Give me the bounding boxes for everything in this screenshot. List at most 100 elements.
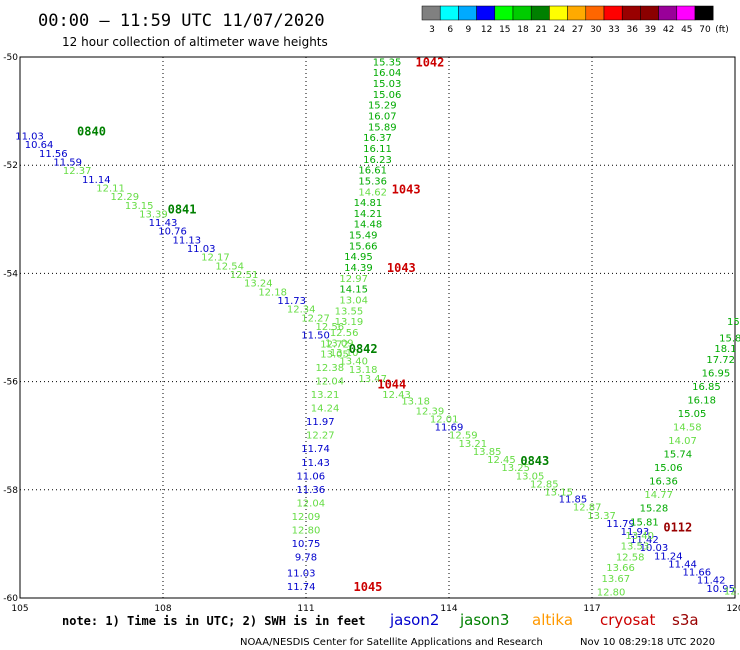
- axes: 105 108 111 114 117 120 -50 -52 -54 -56 -58 -60: [3, 53, 740, 614]
- swh-value: 15.81: [630, 517, 659, 528]
- y-tick-label: -54: [3, 269, 18, 279]
- swh-value: 13.24: [244, 279, 273, 290]
- legend-label: 33: [608, 25, 619, 35]
- swh-value: 16.95: [702, 368, 731, 379]
- swh-value: 15.49: [349, 231, 378, 242]
- swh-value: 11.43: [301, 458, 330, 469]
- swh-value: 10.95: [706, 584, 735, 595]
- swh-value: 15.: [727, 317, 740, 328]
- swh-value: 12.45: [487, 455, 516, 466]
- legend-swatch: [549, 5, 568, 21]
- swh-value: 13.39: [139, 209, 168, 220]
- legend-swatch: [458, 5, 477, 21]
- swh-value: 12.80: [597, 588, 626, 599]
- swh-value: 16.23: [363, 155, 392, 166]
- swh-value: 17.72: [706, 355, 735, 366]
- swh-value: 11.59: [53, 157, 82, 168]
- swh-value: 11.73: [277, 296, 306, 307]
- swh-value: 11.74: [301, 444, 330, 455]
- legend-label: 21: [535, 25, 546, 35]
- swh-value: 13.05: [320, 350, 349, 361]
- swh-value: 16.37: [363, 133, 392, 144]
- swh-value: 11.13: [173, 235, 202, 246]
- swh-value: 13.37: [587, 511, 616, 522]
- swh-value: 12.38: [316, 363, 345, 374]
- legend-label: 27: [572, 25, 583, 35]
- swh-value: 11.97: [306, 417, 335, 428]
- legend-swatch: [658, 5, 678, 21]
- legend-label: 39: [645, 25, 657, 35]
- pass-label: 1044: [377, 377, 406, 391]
- legend-swatch: [640, 5, 659, 21]
- swh-value: 12.97: [339, 274, 368, 285]
- legend-label: 45: [681, 25, 692, 35]
- legend-unit: (ft): [715, 25, 729, 35]
- swh-value: 12.01: [430, 414, 459, 425]
- swh-value: 16.18: [687, 396, 716, 407]
- swh-value: 12.39: [416, 406, 445, 417]
- legend-swatch: [603, 5, 623, 21]
- data-points: 11.0310.6411.5611.5912.3711.1412.1112.29…: [15, 57, 740, 598]
- pass-label: 0842: [349, 342, 378, 356]
- x-tick-label: 114: [440, 604, 457, 614]
- swh-value: 14.58: [673, 423, 702, 434]
- color-legend: 3 6 9 12 15 18 21 24 27 30 33 36 39 42 45 70 (ft): [421, 5, 729, 35]
- swh-value: 11.66: [683, 568, 712, 579]
- swh-value: 15.28: [640, 504, 669, 515]
- chart-title: 00:00 – 11:59 UTC 11/07/2020: [38, 11, 325, 31]
- swh-value: 11.74: [287, 582, 316, 593]
- x-tick-label: 111: [297, 604, 314, 614]
- footer-note: note: 1) Time is in UTC; 2) SWH is in fe…: [62, 614, 365, 628]
- legend-label: 36: [626, 25, 638, 35]
- swh-value: 13.47: [358, 374, 387, 385]
- legend-label: 9: [466, 25, 472, 35]
- swh-value: 12.54: [215, 261, 244, 272]
- swh-value: 12.04: [316, 377, 345, 388]
- swh-value: 11.42: [697, 576, 726, 587]
- swh-value: 16.04: [373, 68, 402, 79]
- swh-value: 11.79: [606, 519, 635, 530]
- x-tick-label: 108: [154, 604, 171, 614]
- swh-value: 11.50: [301, 331, 330, 342]
- swh-value: 12.34: [287, 305, 316, 316]
- swh-value: 11.03: [187, 244, 216, 255]
- legend-label: 42: [663, 25, 674, 35]
- swh-value: 13.05: [516, 471, 545, 482]
- satellite-name: altika: [532, 611, 573, 629]
- swh-value: 16.61: [358, 166, 387, 177]
- satellite-name: jason3: [459, 611, 509, 629]
- swh-value: 13.18: [349, 365, 378, 376]
- swh-value: 12.09: [292, 512, 321, 523]
- footer-credit: NOAA/NESDIS Center for Satellite Applica…: [240, 637, 543, 648]
- swh-value: 14.07: [668, 436, 697, 447]
- swh-value: 14.39: [344, 263, 373, 274]
- legend-swatch: [676, 5, 696, 21]
- swh-value: 10.76: [158, 227, 187, 238]
- swh-value: 12.58: [616, 552, 645, 563]
- swh-value: 16.85: [692, 382, 721, 393]
- x-tick-label: 117: [583, 604, 600, 614]
- swh-value: 13.25: [501, 463, 530, 474]
- swh-value: 15.03: [373, 79, 402, 90]
- swh-value: 12.27: [306, 431, 335, 442]
- swh-value: 13.55: [335, 306, 364, 317]
- swh-value: 13.18: [401, 397, 430, 408]
- swh-value: 14.95: [344, 252, 373, 263]
- swh-value: 13.19: [335, 317, 364, 328]
- y-tick-label: -58: [3, 486, 18, 496]
- legend-swatch: [476, 5, 496, 21]
- swh-value: 10.75: [292, 539, 321, 550]
- swh-value: 11.06: [296, 471, 325, 482]
- legend-swatch: [585, 5, 605, 21]
- legend-label: 30: [590, 25, 602, 35]
- legend-swatch: [439, 5, 459, 21]
- legend-label: 15: [499, 25, 510, 35]
- satellite-legend: jason2 jason3 altika cryosat s3a: [389, 611, 699, 629]
- legend-swatch: [512, 5, 532, 21]
- x-tick-label: 120: [726, 604, 740, 614]
- swh-value: 15.66: [349, 241, 378, 252]
- swh-value: 15.36: [358, 176, 387, 187]
- swh-value: 11.69: [435, 423, 464, 434]
- swh-value: 16.07: [368, 112, 397, 123]
- swh-value: 13.53: [621, 542, 650, 553]
